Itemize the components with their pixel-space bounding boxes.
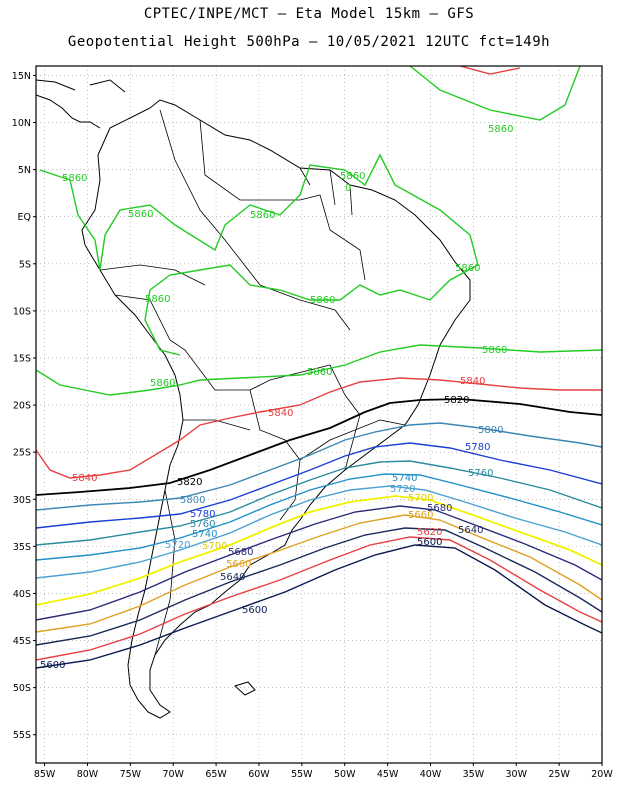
label-5840: 5840 (72, 473, 97, 484)
label-5640: 5640 (220, 572, 245, 583)
label-5860: 5860 (307, 367, 332, 378)
label-5840: 5840 (268, 408, 293, 419)
label-5700: 5700 (202, 541, 227, 552)
label-5840: 5840 (460, 376, 485, 387)
label-5760: 5760 (468, 468, 493, 479)
label-5860: 5860 (310, 295, 335, 306)
label-5760: 5760 (190, 519, 215, 530)
lat-label: EQ (18, 212, 31, 223)
map-title-line2: Geopotential Height 500hPa – 10/05/2021 … (67, 34, 551, 50)
falkland-islands (234, 681, 256, 696)
lat-label: 10N (12, 118, 31, 129)
lon-label: 60W (248, 769, 270, 780)
contour-labels: 5860 5860 5860 5860 5860 0 5860 5860 586… (40, 124, 513, 671)
lon-label: 20W (591, 769, 613, 780)
label-5680: 5680 (427, 503, 452, 514)
contour-5700 (36, 495, 602, 606)
label-5600: 5600 (242, 605, 267, 616)
lon-label: 55W (291, 769, 313, 780)
label-5800: 5800 (478, 425, 503, 436)
lat-label: 10S (13, 306, 31, 317)
lat-label: 30S (13, 495, 31, 506)
contour-5840 (36, 377, 602, 479)
lat-label: 15S (13, 353, 31, 364)
lon-label: 70W (162, 769, 184, 780)
lat-label: 40S (13, 589, 31, 600)
contour-5760 (36, 460, 602, 546)
contour-5820 (36, 398, 602, 496)
contour-5780 (36, 442, 602, 529)
label-5800: 5800 (180, 495, 205, 506)
label-5740: 5740 (192, 529, 217, 540)
contour-5860-amazon (39, 153, 479, 356)
lon-label: 85W (34, 769, 56, 780)
label-5860: 5860 (250, 210, 275, 221)
contour-5660 (36, 514, 602, 633)
lon-label: 40W (420, 769, 442, 780)
contour-5600 (36, 544, 602, 669)
label-5860: 5860 (150, 378, 175, 389)
label-5620: 5620 (417, 527, 442, 538)
label-5860: 5860 (62, 173, 87, 184)
lon-label: 65W (205, 769, 227, 780)
label-5820: 5820 (444, 395, 469, 406)
label-5600: 5600 (417, 537, 442, 548)
label-5820: 5820 (177, 477, 202, 488)
label-5680: 5680 (228, 547, 253, 558)
contour-5860-north (409, 66, 581, 121)
central-america-coast (36, 94, 101, 129)
label-5860: 5860 (488, 124, 513, 135)
lon-label: 25W (548, 769, 570, 780)
lat-label: 25S (13, 448, 31, 459)
lat-label: 15N (12, 71, 31, 82)
lat-label: 20S (13, 401, 31, 412)
contour-5860-north-red (459, 66, 521, 75)
contour-5680 (36, 505, 602, 621)
lon-label: 35W (463, 769, 485, 780)
contour-5640 (36, 527, 602, 646)
label-zero: 0 (345, 183, 351, 194)
lon-label: 30W (506, 769, 528, 780)
caribbean-coast (36, 79, 126, 93)
lon-label: 45W (377, 769, 399, 780)
lat-label: 5S (19, 259, 31, 270)
graticule (36, 66, 603, 763)
label-5660: 5660 (408, 510, 433, 521)
label-5660: 5660 (226, 559, 251, 570)
lon-label: 50W (334, 769, 356, 780)
longitude-labels: 85W 80W 75W 70W 65W 60W 55W 50W 45W 40W 35W 30W 25W 2… (34, 763, 613, 780)
label-5640: 5640 (458, 525, 483, 536)
label-5780: 5780 (465, 442, 490, 453)
label-5860: 5860 (128, 209, 153, 220)
label-5720: 5720 (390, 484, 415, 495)
label-5860: 5860 (455, 263, 480, 274)
lat-label: 5N (18, 165, 31, 176)
label-5720: 5720 (165, 540, 190, 551)
label-5860: 5860 (482, 345, 507, 356)
contour-5800 (36, 422, 602, 511)
lat-label: 35S (13, 542, 31, 553)
country-borders (99, 109, 406, 656)
lat-label: 55S (13, 730, 31, 741)
label-5600: 5600 (40, 660, 65, 671)
label-5860: 5860 (340, 171, 365, 182)
latitude-labels: 15N 10N 5N EQ 5S 10S 15S 20S 25S 30S 35S 40S 45S 50S 5… (12, 71, 36, 741)
label-5740: 5740 (392, 473, 417, 484)
lon-label: 75W (120, 769, 142, 780)
lat-label: 50S (13, 683, 31, 694)
map-frame (35, 65, 603, 764)
label-5780: 5780 (190, 509, 215, 520)
label-5860: 5860 (145, 294, 170, 305)
map-title-line1: CPTEC/INPE/MCT – Eta Model 15km – GFS (143, 6, 475, 22)
label-5700: 5700 (408, 493, 433, 504)
lon-label: 80W (77, 769, 99, 780)
contour-5620 (36, 536, 602, 661)
contour-5740 (36, 473, 602, 561)
contour-5720 (36, 485, 602, 579)
lat-label: 45S (13, 636, 31, 647)
contour-5860-south (36, 344, 602, 396)
